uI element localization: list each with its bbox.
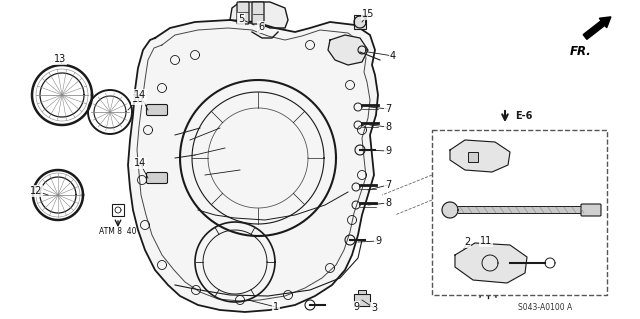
- Bar: [112, 204, 124, 216]
- Polygon shape: [128, 20, 378, 312]
- Text: 14: 14: [134, 90, 146, 100]
- Text: 11: 11: [480, 236, 492, 246]
- Polygon shape: [230, 2, 288, 28]
- Text: 13: 13: [54, 54, 66, 64]
- FancyBboxPatch shape: [581, 204, 601, 216]
- Text: 8: 8: [385, 122, 391, 132]
- Text: 14: 14: [134, 158, 146, 168]
- Text: 7: 7: [385, 180, 391, 190]
- Polygon shape: [442, 202, 458, 218]
- Text: 2: 2: [464, 237, 470, 247]
- Polygon shape: [450, 140, 510, 172]
- FancyBboxPatch shape: [237, 2, 249, 24]
- Text: 6: 6: [258, 22, 264, 32]
- Text: 10: 10: [132, 94, 144, 104]
- Bar: [354, 15, 366, 29]
- Text: 4: 4: [390, 51, 396, 61]
- Text: 9: 9: [353, 302, 359, 312]
- FancyBboxPatch shape: [445, 206, 591, 213]
- Text: 1: 1: [273, 302, 279, 312]
- Text: 9: 9: [375, 236, 381, 246]
- Polygon shape: [328, 35, 368, 65]
- Text: 8: 8: [385, 198, 391, 208]
- Text: FR.: FR.: [570, 45, 592, 58]
- Bar: [354, 294, 370, 306]
- FancyArrow shape: [583, 17, 611, 39]
- Bar: [432, 130, 607, 295]
- Text: 3: 3: [371, 303, 377, 313]
- FancyBboxPatch shape: [147, 173, 168, 183]
- Text: S043-A0100 A: S043-A0100 A: [518, 303, 572, 313]
- Text: 7: 7: [385, 104, 391, 114]
- FancyBboxPatch shape: [252, 2, 264, 24]
- Bar: [468, 152, 478, 162]
- Bar: [358, 290, 366, 294]
- Text: 12: 12: [30, 186, 42, 196]
- Polygon shape: [455, 243, 527, 283]
- Text: E-6: E-6: [515, 111, 532, 121]
- Text: 15: 15: [362, 9, 374, 19]
- Text: ATM 8  40: ATM 8 40: [99, 227, 137, 236]
- Text: 9: 9: [385, 146, 391, 156]
- Text: 5: 5: [238, 14, 244, 24]
- FancyBboxPatch shape: [147, 105, 168, 115]
